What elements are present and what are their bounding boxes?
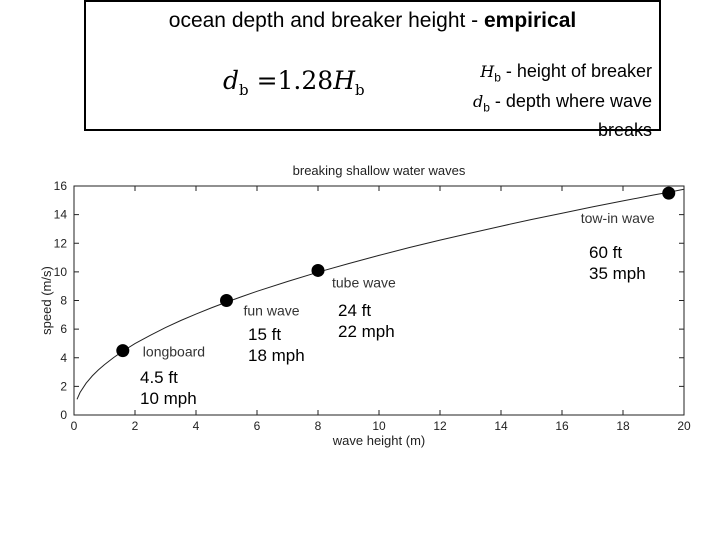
annotation-line: 15 ft xyxy=(248,325,282,344)
annotation-longboard: 4.5 ft 10 mph xyxy=(140,367,197,409)
annotation-fun-wave: 15 ft 18 mph xyxy=(248,324,305,366)
annotation-line: 18 mph xyxy=(248,346,305,365)
point-label: tube wave xyxy=(332,274,396,290)
x-tick-label: 16 xyxy=(555,419,569,433)
y-tick-label: 16 xyxy=(54,179,68,193)
legend-line-db: db - depth where wave breaks xyxy=(442,90,652,143)
x-tick-label: 20 xyxy=(677,419,691,433)
symbol-legend: Hb - height of breaker db - depth where … xyxy=(442,60,652,142)
annotation-tow-in-wave: 60 ft 35 mph xyxy=(589,242,646,284)
y-tick-label: 8 xyxy=(60,294,67,308)
legend-symbol-sub: b xyxy=(483,100,490,115)
x-tick-label: 6 xyxy=(254,419,261,433)
y-tick-label: 12 xyxy=(54,236,68,250)
x-tick-label: 0 xyxy=(71,419,78,433)
series-line-0 xyxy=(76,188,685,400)
point-label: longboard xyxy=(143,344,205,360)
legend-text: - depth where wave breaks xyxy=(489,90,652,141)
legend-text: - height of breaker xyxy=(500,61,652,81)
x-tick-label: 12 xyxy=(433,419,447,433)
annotation-line: 60 ft xyxy=(589,243,623,262)
data-point-tube-wave xyxy=(311,263,325,277)
chart-title: breaking shallow water waves xyxy=(293,163,466,178)
box-title-plain: ocean depth and breaker height - xyxy=(168,9,484,32)
formula-box: ocean depth and breaker height - empiric… xyxy=(84,0,661,140)
y-tick-label: 6 xyxy=(60,322,67,336)
x-tick-label: 8 xyxy=(315,419,322,433)
data-point-fun-wave xyxy=(220,294,233,307)
data-point-tow-in-wave xyxy=(662,186,676,200)
formula-lhs: d xyxy=(223,66,240,95)
formula-rhs-sub: b xyxy=(355,81,365,99)
x-tick-label: 14 xyxy=(494,419,508,433)
formula-equals: =1.28 xyxy=(248,66,334,95)
y-tick-label: 10 xyxy=(54,265,68,279)
y-tick-label: 2 xyxy=(60,379,67,393)
annotation-line: 10 mph xyxy=(140,389,197,408)
legend-line-hb: Hb - height of breaker xyxy=(442,60,652,90)
x-tick-label: 18 xyxy=(616,419,630,433)
breaker-formula: db =1.28Hb xyxy=(223,66,365,99)
box-title-bold: empirical xyxy=(484,9,577,32)
annotation-line: 35 mph xyxy=(589,264,646,283)
legend-symbol-sub: b xyxy=(494,70,501,85)
y-tick-label: 0 xyxy=(60,408,67,422)
annotation-line: 4.5 ft xyxy=(140,368,178,387)
point-label: tow-in wave xyxy=(581,210,655,226)
annotation-line: 22 mph xyxy=(338,322,395,341)
annotation-line: 24 ft xyxy=(338,301,372,320)
wave-speed-chart: breaking shallow water waves 0 2 4 6 8 10 12 14 1… xyxy=(39,163,691,448)
formula-rhs: H xyxy=(333,66,355,95)
box-title: ocean depth and breaker height - empiric… xyxy=(86,9,659,33)
data-point-longboard xyxy=(116,344,130,358)
x-tick-label: 2 xyxy=(132,419,139,433)
y-tick-label: 4 xyxy=(60,351,67,365)
legend-symbol: d xyxy=(472,91,484,111)
x-axis-label: wave height (m) xyxy=(332,433,425,448)
y-axis-label: speed (m/s) xyxy=(39,266,54,335)
y-tick-label: 14 xyxy=(54,208,68,222)
legend-symbol: H xyxy=(480,62,495,81)
x-tick-label: 4 xyxy=(193,419,200,433)
point-label: fun wave xyxy=(244,303,300,319)
x-tick-label: 10 xyxy=(372,419,386,433)
formula-lhs-sub: b xyxy=(239,81,249,99)
annotation-tube-wave: 24 ft 22 mph xyxy=(338,300,395,342)
